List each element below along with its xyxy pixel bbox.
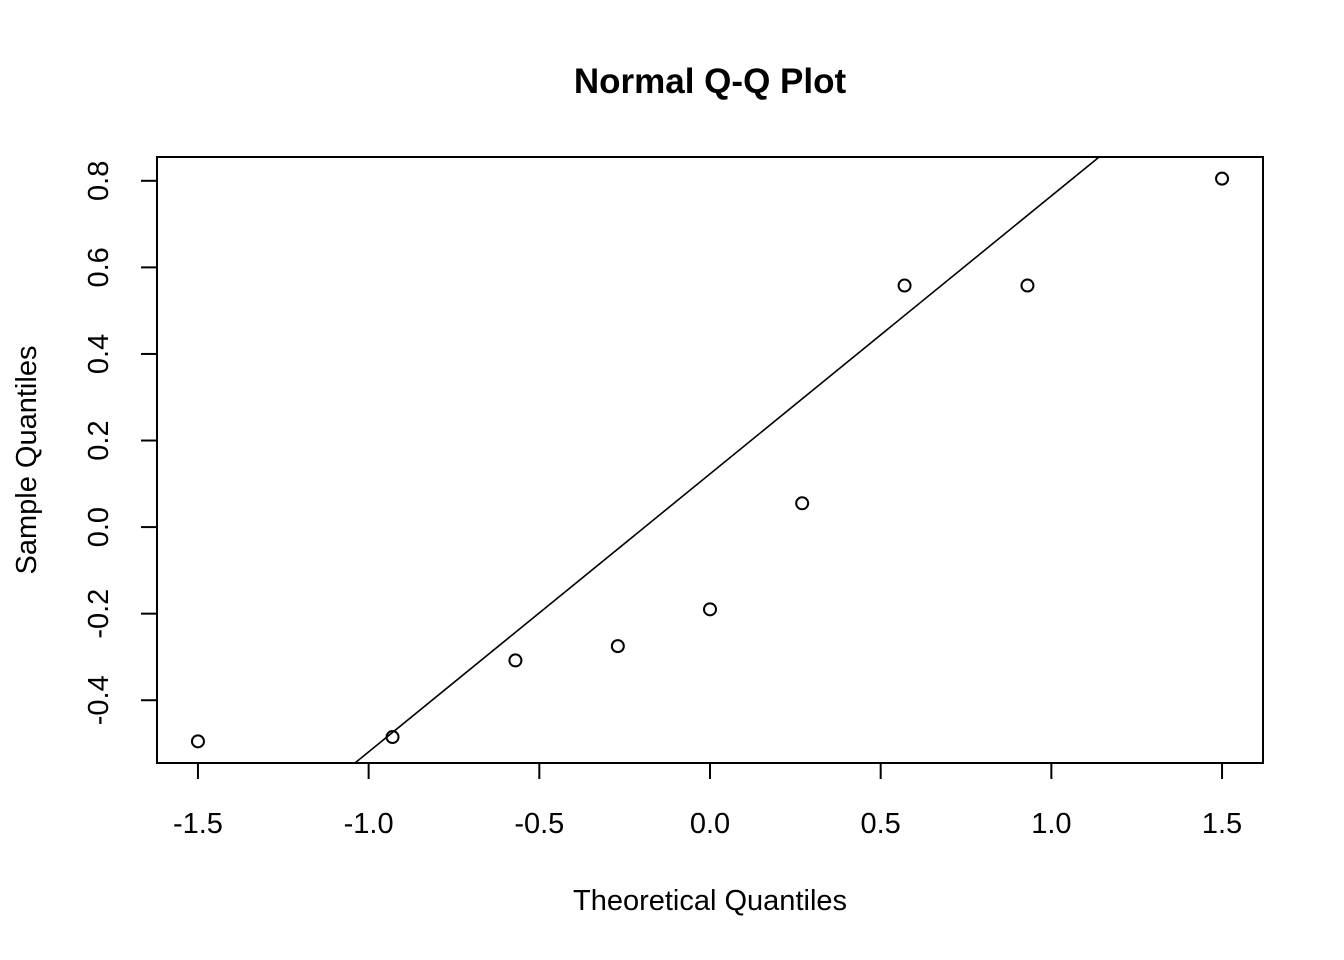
qq-reference-line: [354, 156, 1100, 764]
x-tick-label: 0.0: [690, 808, 730, 840]
qq-data-point: [703, 602, 717, 617]
x-tick-label: -0.5: [514, 808, 564, 840]
plot-box: [156, 156, 1264, 764]
x-tick-label: -1.0: [344, 808, 394, 840]
y-axis-label: Sample Quantiles: [11, 346, 43, 575]
qq-data-point: [795, 496, 810, 511]
y-tick-label: -0.4: [83, 675, 115, 725]
qq-data-point: [1020, 278, 1035, 293]
x-tick-label: -1.5: [173, 808, 223, 840]
reference-line-layer: [354, 156, 1100, 764]
y-tick-label: 0.6: [83, 247, 115, 287]
qq-data-point: [190, 734, 205, 749]
chart-title: Normal Q-Q Plot: [574, 62, 847, 101]
qq-data-point: [897, 278, 912, 293]
x-tick-label: 1.5: [1202, 808, 1242, 840]
qq-data-point: [1215, 171, 1230, 186]
points-layer: [190, 171, 1230, 749]
y-tick-label: 0.8: [83, 161, 115, 201]
qq-data-point: [385, 730, 400, 745]
x-tick-label: 0.5: [861, 808, 901, 840]
qq-data-point: [508, 653, 523, 668]
y-tick-label: -0.2: [83, 589, 115, 639]
y-tick-label: 0.0: [83, 507, 115, 547]
y-axis: -0.4 -0.2 0.0 0.2 0.4 0.6 0.8: [83, 161, 158, 725]
y-tick-label: 0.2: [83, 420, 115, 460]
x-axis-label: Theoretical Quantiles: [573, 885, 847, 917]
y-tick-label: 0.4: [83, 334, 115, 374]
qq-data-point: [610, 639, 625, 654]
x-axis: -1.5 -1.0 -0.5 0.0 0.5 1.0 1.5: [173, 762, 1242, 840]
x-tick-label: 1.0: [1031, 808, 1071, 840]
